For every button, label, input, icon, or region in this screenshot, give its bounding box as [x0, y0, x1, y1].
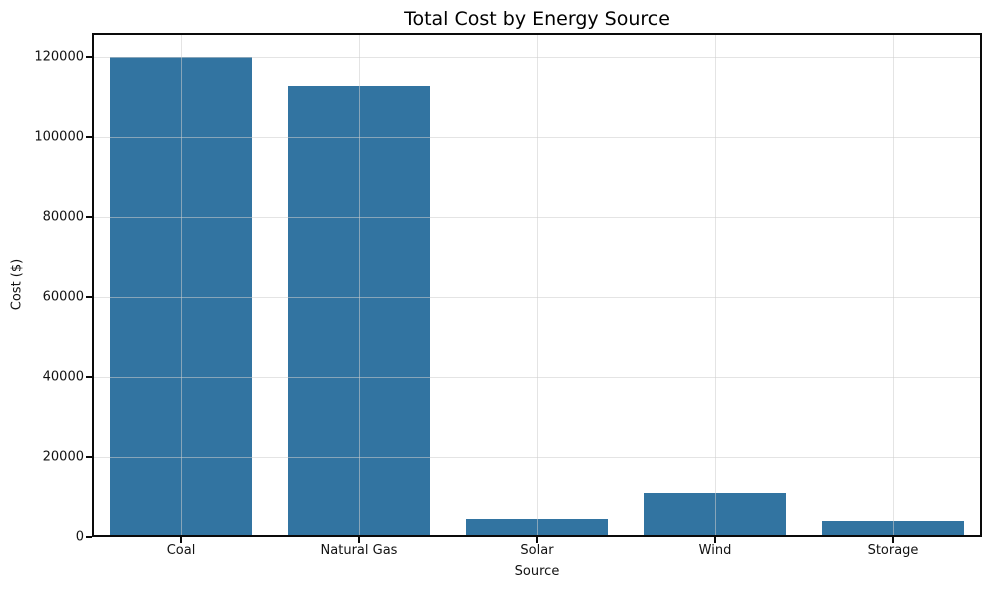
- y-tick-mark: [86, 296, 92, 298]
- x-tick-label: Natural Gas: [320, 543, 398, 558]
- y-tick-mark: [86, 376, 92, 378]
- y-tick-label: 100000: [34, 129, 84, 145]
- y-tick-mark: [86, 456, 92, 458]
- y-tick-mark: [86, 536, 92, 538]
- gridline-v: [358, 33, 360, 537]
- x-tick-mark: [180, 537, 182, 543]
- gridline-h: [92, 297, 982, 298]
- gridline-h: [92, 57, 982, 58]
- x-tick-mark: [536, 537, 538, 543]
- gridline-v: [892, 33, 894, 537]
- y-tick-label: 20000: [42, 449, 84, 465]
- y-tick-label: 0: [75, 529, 84, 545]
- gridline-h: [92, 377, 982, 378]
- y-tick-mark: [86, 56, 92, 58]
- gridline-h: [92, 217, 982, 218]
- axis-spine-bottom: [92, 535, 982, 537]
- gridline-h: [92, 457, 982, 458]
- y-tick-mark: [86, 216, 92, 218]
- y-tick-label: 60000: [42, 289, 84, 305]
- axis-spine-right: [980, 33, 982, 537]
- gridline-v: [180, 33, 182, 537]
- x-tick-label: Solar: [520, 543, 554, 558]
- x-tick-label: Wind: [698, 543, 732, 558]
- gridline-v: [714, 33, 716, 537]
- y-axis-label: Cost ($): [9, 258, 25, 311]
- gridline-v: [536, 33, 538, 537]
- x-tick-label: Coal: [166, 543, 196, 558]
- x-axis-label: Source: [514, 564, 560, 579]
- axis-spine-top: [92, 33, 982, 35]
- chart-title: Total Cost by Energy Source: [404, 8, 670, 30]
- y-tick-label: 40000: [42, 369, 84, 385]
- y-tick-label: 120000: [34, 49, 84, 65]
- y-tick-mark: [86, 136, 92, 138]
- gridline-h: [92, 137, 982, 138]
- x-tick-mark: [714, 537, 716, 543]
- x-tick-mark: [358, 537, 360, 543]
- x-tick-label: Storage: [867, 543, 919, 558]
- y-tick-label: 80000: [42, 209, 84, 225]
- axis-spine-left: [92, 33, 94, 537]
- x-tick-mark: [892, 537, 894, 543]
- plot-area: [92, 33, 982, 537]
